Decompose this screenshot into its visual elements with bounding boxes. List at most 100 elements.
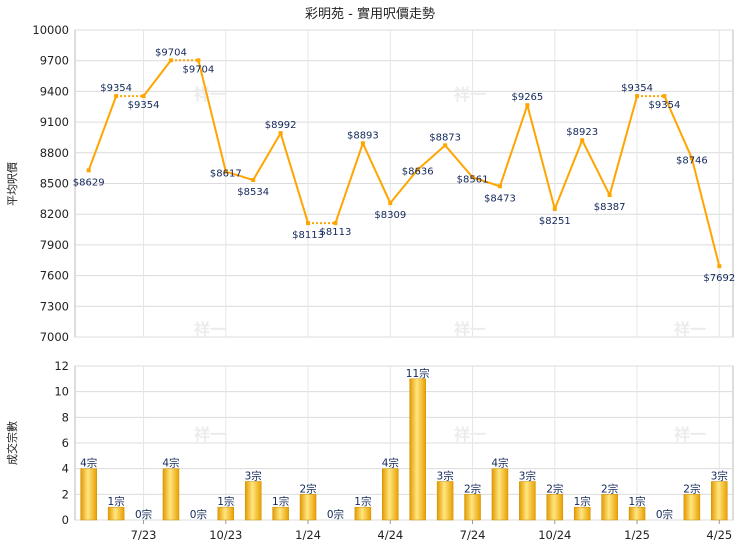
price-point <box>470 175 475 180</box>
price-point <box>223 169 228 174</box>
price-data-label: $9704 <box>182 64 214 75</box>
volume-data-label: 2宗 <box>546 482 563 495</box>
volume-data-label: 1宗 <box>108 495 125 508</box>
price-line-segment <box>553 139 584 210</box>
volume-data-label: 4宗 <box>382 457 399 470</box>
price-data-label: $8534 <box>237 187 269 198</box>
price-data-label: $8251 <box>539 216 571 227</box>
volume-data-label: 4宗 <box>162 457 179 470</box>
price-data-label: $8617 <box>210 169 242 180</box>
price-point <box>662 94 667 99</box>
price-point <box>552 206 557 211</box>
volume-data-label: 1宗 <box>574 495 591 508</box>
volume-data-label: 2宗 <box>683 482 700 495</box>
price-line-segment <box>142 59 172 97</box>
price-line-segment <box>361 142 392 204</box>
watermark-text: 祥一 <box>454 425 486 444</box>
volume-bar <box>628 506 646 521</box>
price-line-segment <box>225 170 254 181</box>
volume-bar <box>573 506 591 521</box>
x-tick-label: 10/24 <box>538 528 571 542</box>
price-data-label: $8561 <box>457 174 489 185</box>
volume-bar <box>491 468 509 521</box>
volume-bar <box>162 468 180 521</box>
price-data-label: $8893 <box>347 130 379 141</box>
price-line-segment <box>87 95 118 171</box>
price-point <box>196 58 201 63</box>
watermark-text: 祥一 <box>194 425 226 444</box>
volume-bar <box>436 481 454 521</box>
price-point <box>360 141 365 146</box>
volume-bar <box>711 481 728 521</box>
watermark-text: 祥一 <box>454 85 486 104</box>
volume-data-label: 4宗 <box>80 457 97 470</box>
price-tick-label: 9100 <box>40 115 69 129</box>
price-point <box>333 221 338 226</box>
watermark-text: 祥一 <box>674 425 706 444</box>
price-line-segment <box>499 104 529 187</box>
price-point <box>607 193 612 198</box>
volume-bar <box>519 481 536 521</box>
price-tick-label: 8200 <box>40 207 69 221</box>
price-tick-label: 7300 <box>40 299 69 313</box>
x-tick-label: 4/24 <box>377 528 403 542</box>
price-point <box>525 103 530 108</box>
volume-tick-label: 6 <box>62 436 69 450</box>
price-tick-label: 7000 <box>40 330 69 344</box>
price-point <box>168 58 173 63</box>
volume-data-label: 1宗 <box>272 495 289 508</box>
volume-data-label: 0宗 <box>190 508 207 521</box>
price-line-segment <box>444 144 474 178</box>
volume-tick-label: 10 <box>54 385 69 399</box>
volume-bar <box>244 481 262 521</box>
price-tick-label: 9400 <box>40 84 69 98</box>
price-line-segment <box>279 132 309 224</box>
volume-data-label: 11宗 <box>406 367 430 380</box>
volume-bar <box>272 506 289 521</box>
price-data-label: $8873 <box>429 132 461 143</box>
volume-tick-label: 12 <box>54 359 69 373</box>
price-data-label: $9354 <box>621 83 653 94</box>
x-tick-label: 10/23 <box>209 528 242 542</box>
price-data-label: $8473 <box>484 193 516 204</box>
price-point <box>717 264 722 269</box>
watermark-text: 祥一 <box>194 85 226 104</box>
volume-data-label: 1宗 <box>217 495 234 508</box>
price-data-label: $7692 <box>703 273 735 284</box>
price-line-segment <box>334 142 364 224</box>
price-point <box>635 94 640 99</box>
price-point <box>278 131 283 136</box>
price-data-label: $8387 <box>594 202 626 213</box>
price-line-segment <box>197 60 227 172</box>
volume-bar <box>217 506 235 521</box>
volume-bar <box>409 378 426 521</box>
volume-bar <box>107 506 125 521</box>
price-line-segment <box>608 95 639 196</box>
volume-data-label: 0宗 <box>656 508 673 521</box>
volume-data-label: 2宗 <box>601 482 618 495</box>
volume-bar <box>464 494 481 521</box>
volume-data-label: 2宗 <box>299 482 316 495</box>
price-point <box>443 143 448 148</box>
volume-panel: 0 2 4 6 8 10 12 7/23 10/23 1/24 4/24 7/24 10/24 1/25 4… <box>54 359 734 542</box>
price-data-label: $8923 <box>566 127 598 138</box>
chart-title: 彩明苑 - 實用呎價走勢 <box>305 6 435 22</box>
volume-bar <box>354 506 372 521</box>
volume-data-label: 3宗 <box>519 470 536 483</box>
price-line-segment <box>389 168 419 204</box>
price-data-label: $9354 <box>100 83 132 94</box>
price-line-segment <box>663 95 693 159</box>
price-point <box>306 221 311 226</box>
price-line-segment <box>581 139 611 196</box>
price-data-label: $8992 <box>265 120 297 131</box>
volume-tick-label: 0 <box>62 513 69 527</box>
price-point <box>497 184 502 189</box>
x-tick-label: 7/24 <box>460 528 486 542</box>
volume-data-label: 4宗 <box>491 457 508 470</box>
price-tick-label: 8500 <box>40 177 69 191</box>
price-tick-label: 10000 <box>32 23 69 37</box>
price-tick-label: 9700 <box>40 54 69 68</box>
volume-data-label: 1宗 <box>354 495 371 508</box>
volume-bar <box>299 494 317 521</box>
